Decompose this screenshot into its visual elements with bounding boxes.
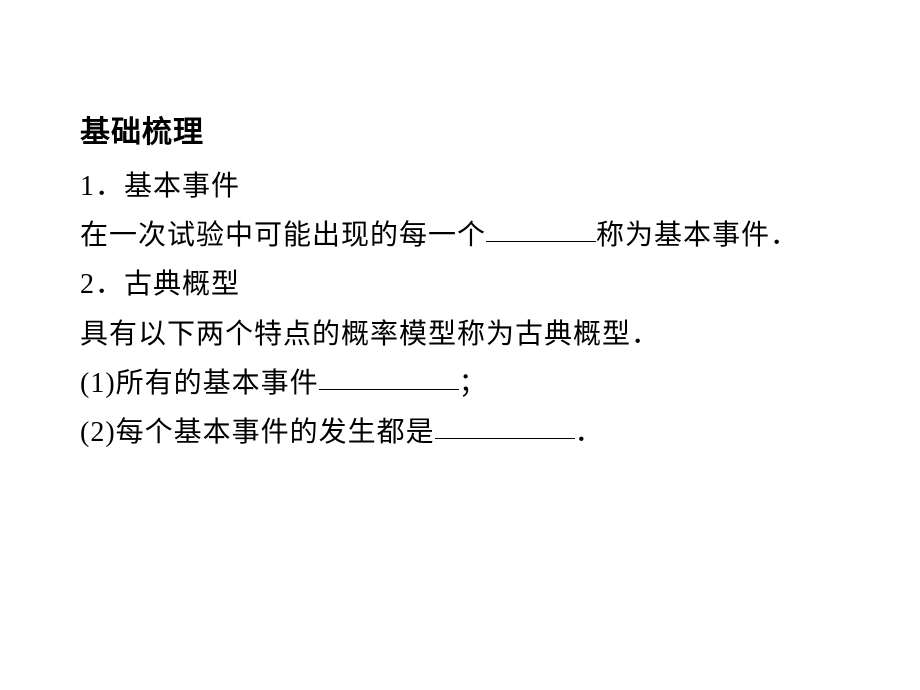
blank-3 <box>435 411 575 439</box>
line-6: (2)每个基本事件的发生都是 ． <box>80 411 860 454</box>
line-3: 2．古典概型 <box>80 263 860 306</box>
line-5-post: ； <box>459 368 488 399</box>
section-heading: 基础梳理 <box>80 110 860 157</box>
line-2-post: 称为基本事件． <box>596 220 799 251</box>
blank-2 <box>319 362 459 390</box>
blank-1 <box>486 214 596 242</box>
line-5: (1)所有的基本事件 ； <box>80 362 860 405</box>
line-2-pre: 在一次试验中可能出现的每一个 <box>80 220 486 251</box>
line-4: 具有以下两个特点的概率模型称为古典概型． <box>80 313 860 356</box>
document-body: 基础梳理 1．基本事件 在一次试验中可能出现的每一个 称为基本事件． 2．古典概型… <box>80 110 860 461</box>
line-1: 1．基本事件 <box>80 165 860 208</box>
line-6-post: ． <box>575 417 604 448</box>
line-6-pre: (2)每个基本事件的发生都是 <box>80 417 435 448</box>
line-2: 在一次试验中可能出现的每一个 称为基本事件． <box>80 214 860 257</box>
line-5-pre: (1)所有的基本事件 <box>80 368 319 399</box>
